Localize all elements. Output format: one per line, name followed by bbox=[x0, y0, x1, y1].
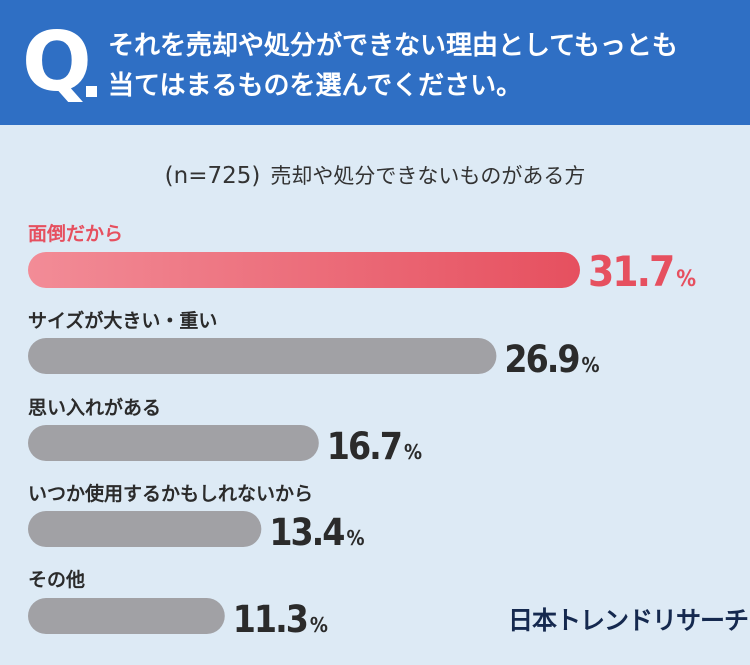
bar bbox=[28, 598, 225, 634]
value-label: 16.7% bbox=[327, 425, 422, 468]
value-label: 11.3% bbox=[233, 598, 328, 641]
question-mark: Q bbox=[22, 15, 92, 110]
bar bbox=[28, 338, 497, 374]
bar bbox=[28, 425, 319, 461]
chart-subtitle: (n=725) 売却や処分できないものがある方 bbox=[0, 163, 750, 189]
value-label: 26.9% bbox=[504, 338, 599, 381]
category-label: いつか使用するかもしれないから bbox=[28, 483, 313, 505]
respondent-group: 売却や処分できないものがある方 bbox=[270, 164, 586, 188]
bar bbox=[28, 511, 262, 547]
question-header: Q それを売却や処分ができない理由としてもっとも 当てはまるものを選んでください… bbox=[0, 0, 750, 125]
brand-logo: 日本トレンドリサーチ bbox=[508, 606, 749, 635]
bar bbox=[28, 252, 580, 288]
category-label: 思い入れがある bbox=[28, 396, 161, 419]
question-mark-dot bbox=[86, 86, 97, 97]
category-label: 面倒だから bbox=[28, 222, 123, 245]
question-text-line1: それを売却や処分ができない理由としてもっとも bbox=[108, 31, 678, 61]
category-label: その他 bbox=[28, 568, 85, 591]
value-label: 13.4% bbox=[269, 511, 364, 554]
sample-size: (n=725) bbox=[164, 163, 261, 189]
value-label: 31.7% bbox=[588, 247, 696, 296]
category-label: サイズが大きい・重い bbox=[28, 309, 217, 332]
question-text-line2: 当てはまるものを選んでください。 bbox=[108, 71, 523, 101]
